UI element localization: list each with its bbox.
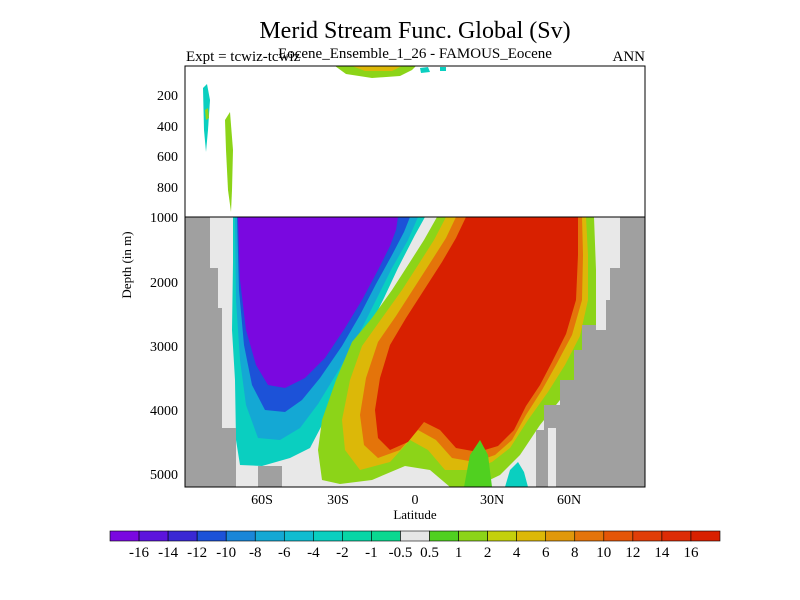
land-north-b: [596, 217, 606, 330]
y-tick-label: 4000: [150, 404, 178, 419]
chart-subtitle: Eocene_Ensemble_1_26 - FAMOUS_Eocene: [278, 46, 552, 62]
season-label: ANN: [613, 49, 646, 65]
colorbar-swatch: [225, 530, 256, 542]
colorbar-swatch: [342, 530, 372, 542]
y-tick-label: 800: [157, 181, 178, 196]
colorbar-label: 2: [484, 545, 492, 561]
land-south: [185, 217, 236, 487]
colorbar-swatch: [167, 530, 198, 542]
y-tick-label: 400: [157, 120, 178, 135]
upper-y-axis: 200 400 600 800: [157, 89, 178, 196]
x-tick-label: 0: [412, 493, 419, 508]
lower-panel: [185, 217, 645, 487]
colorbar-swatch: [574, 530, 605, 542]
colorbar-label: 8: [571, 545, 579, 561]
x-axis: 60S 30S 0 30N 60N: [251, 493, 581, 508]
land-south-floor: [258, 466, 282, 487]
land-north-c: [630, 217, 645, 262]
negative-cell-core: [238, 217, 398, 388]
colorbar-swatch: [429, 530, 459, 542]
colorbar: -16 -14 -12 -10 -8 -6 -4 -2 -1 -0.5 0.5 1 2 4 6 8 10 12 14…: [109, 530, 721, 561]
colorbar-swatch: [371, 530, 401, 542]
x-axis-label: Latitude: [393, 507, 437, 522]
southern-plume-green: [225, 112, 233, 212]
colorbar-swatch: [661, 530, 692, 542]
colorbar-swatch: [487, 530, 517, 542]
colorbar-label: -6: [278, 545, 291, 561]
surface-patch-teal-a: [420, 67, 430, 73]
colorbar-swatch: [196, 530, 227, 542]
colorbar-label: -1: [365, 545, 378, 561]
lower-y-axis: 1000 2000 3000 4000 5000: [150, 211, 178, 483]
colorbar-swatch: [516, 530, 547, 542]
expt-label: Expt = tcwiz-tcwiz: [186, 49, 301, 65]
colorbar-label: 12: [625, 545, 640, 561]
surface-patch-yellow: [352, 66, 402, 71]
y-tick-label: 1000: [150, 211, 178, 226]
colorbar-label: 4: [513, 545, 521, 561]
colorbar-swatch: [400, 530, 430, 542]
colorbar-label: 1: [455, 545, 463, 561]
surface-patch-teal-b: [440, 67, 446, 71]
upper-panel: [203, 66, 446, 212]
colorbar-swatch: [254, 530, 285, 542]
colorbar-swatch: [545, 530, 576, 542]
positive-cell-core: [375, 217, 578, 452]
colorbar-swatch: [109, 530, 140, 542]
colorbar-swatch: [313, 530, 343, 542]
colorbar-label: -8: [249, 545, 262, 561]
land-north-a: [536, 217, 645, 487]
x-tick-label: 30N: [480, 493, 504, 508]
y-tick-label: 5000: [150, 468, 178, 483]
colorbar-swatch: [458, 530, 488, 542]
colorbar-label: -4: [307, 545, 320, 561]
colorbar-swatch: [283, 530, 314, 542]
y-tick-label: 2000: [150, 276, 178, 291]
colorbar-swatch: [690, 530, 721, 542]
colorbar-label: 14: [654, 545, 670, 561]
y-tick-label: 600: [157, 150, 178, 165]
colorbar-swatch: [632, 530, 663, 542]
colorbar-swatch: [138, 530, 169, 542]
southern-plume-green-b: [205, 108, 209, 120]
upper-panel-frame: [184, 65, 646, 218]
lower-panel-frame: [184, 216, 646, 488]
y-tick-label: 3000: [150, 340, 178, 355]
colorbar-label: -0.5: [389, 545, 413, 561]
colorbar-label: -12: [187, 545, 207, 561]
x-tick-label: 60N: [557, 493, 581, 508]
colorbar-label: 0.5: [420, 545, 439, 561]
x-tick-label: 60S: [251, 493, 273, 508]
ridge-green: [464, 440, 492, 487]
chart-title: Merid Stream Func. Global (Sv): [259, 18, 570, 44]
y-tick-label: 200: [157, 89, 178, 104]
colorbar-label: -16: [129, 545, 149, 561]
colorbar-swatch: [603, 530, 634, 542]
colorbar-label: -14: [158, 545, 178, 561]
ridge-teal: [505, 462, 528, 487]
colorbar-label: -2: [336, 545, 349, 561]
colorbar-label: 10: [596, 545, 611, 561]
y-axis-label: Depth (in m): [119, 231, 134, 298]
x-tick-label: 30S: [327, 493, 349, 508]
colorbar-label: 16: [683, 545, 699, 561]
colorbar-label: 6: [542, 545, 550, 561]
colorbar-label: -10: [216, 545, 236, 561]
